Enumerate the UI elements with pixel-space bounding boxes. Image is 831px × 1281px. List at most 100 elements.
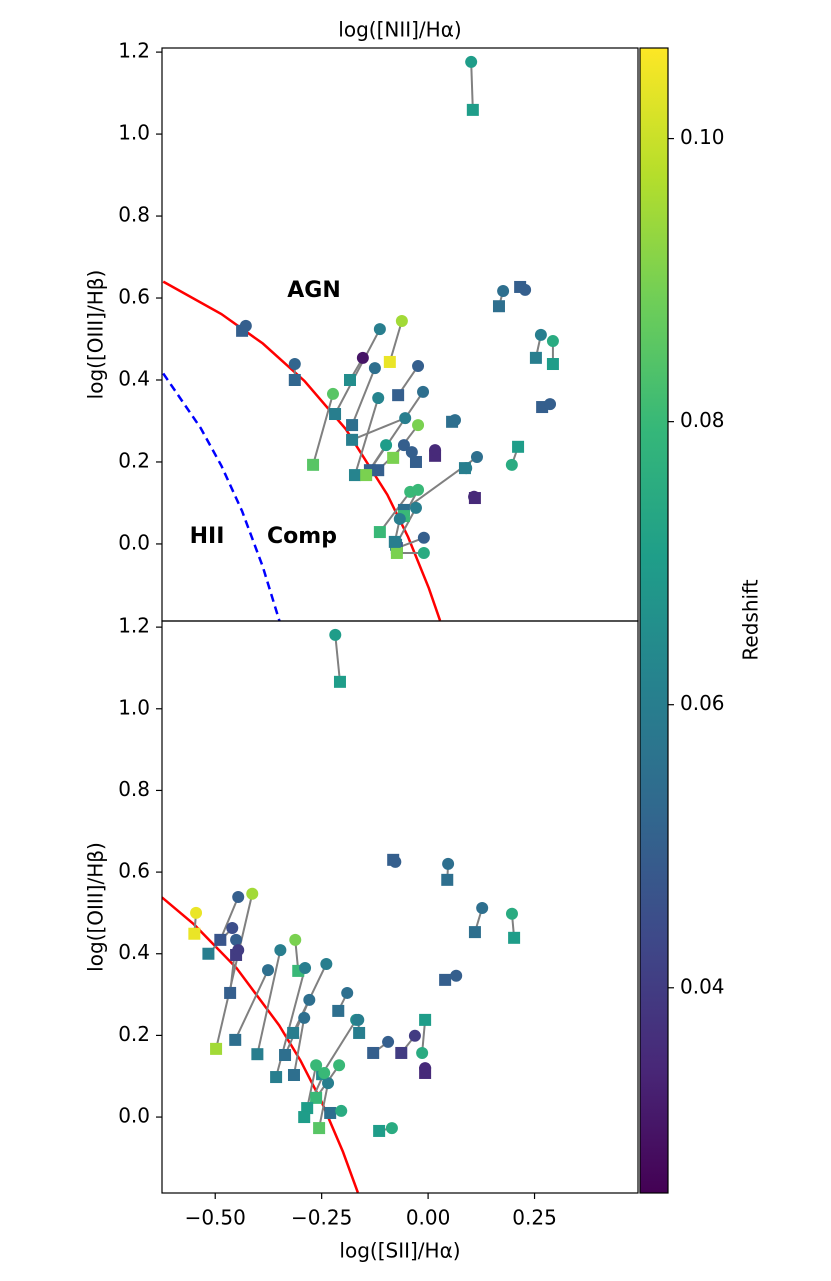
region-label: Comp	[267, 524, 337, 549]
circle-point	[299, 962, 312, 975]
circle-point	[412, 360, 425, 373]
square-point	[546, 358, 559, 371]
square-point	[529, 351, 542, 364]
square-point	[287, 1069, 300, 1082]
square-point	[348, 469, 361, 482]
square-point	[310, 1091, 323, 1104]
circle-point	[298, 1011, 311, 1024]
demarcation-line	[162, 280, 442, 621]
x-tick-label: 0.25	[512, 1206, 557, 1230]
square-point	[229, 1033, 242, 1046]
circle-point	[419, 1062, 432, 1075]
connector	[312, 393, 334, 466]
circle-point	[190, 906, 203, 919]
circle-point	[448, 414, 461, 427]
y-tick-label: 0.6	[118, 285, 150, 309]
square-point	[372, 464, 385, 477]
circle-point	[442, 857, 455, 870]
connector	[321, 1019, 357, 1075]
circle-point	[505, 458, 518, 471]
circle-point	[232, 944, 245, 957]
circle-point	[230, 933, 243, 946]
colorbar-tick-label: 0.04	[680, 974, 725, 998]
y-tick-label: 1.0	[118, 695, 150, 719]
circle-point	[239, 319, 252, 332]
square-point	[346, 419, 359, 432]
circle-point	[397, 439, 410, 452]
square-point	[288, 373, 301, 386]
circle-point	[460, 462, 473, 475]
circle-point	[519, 283, 532, 296]
square-point	[395, 1046, 408, 1059]
x-tick-label: 0.00	[406, 1206, 451, 1230]
y-tick-label: 1.0	[118, 121, 150, 145]
circle-point	[450, 969, 463, 982]
circle-point	[405, 446, 418, 459]
circle-point	[288, 358, 301, 371]
y-tick-label: 0.8	[118, 777, 150, 801]
circle-point	[395, 314, 408, 327]
square-point	[298, 1111, 311, 1124]
colorbar-tick-label: 0.08	[680, 408, 725, 432]
circle-point	[468, 490, 481, 503]
circle-point	[335, 1104, 348, 1117]
y-axis-label: log([OIII]/Hβ)	[84, 270, 108, 400]
square-point	[279, 1049, 292, 1062]
y-tick-label: 0.4	[118, 940, 150, 964]
square-point	[188, 927, 201, 940]
square-point	[409, 455, 422, 468]
connector	[234, 969, 269, 1041]
region-label: AGN	[287, 278, 341, 303]
square-point	[441, 873, 454, 886]
plot-frame	[161, 620, 639, 1194]
connector	[388, 320, 403, 363]
circle-point	[352, 1013, 365, 1026]
y-tick-label: 0.0	[118, 1104, 150, 1128]
square-point	[224, 986, 237, 999]
circle-point	[505, 907, 518, 920]
plot-area	[162, 628, 521, 1193]
y-axis-label: log([OIII]/Hβ)	[84, 842, 108, 972]
square-point	[508, 931, 521, 944]
square-point	[512, 440, 525, 453]
square-point	[210, 1042, 223, 1055]
square-point	[313, 1122, 326, 1135]
connector	[215, 893, 254, 1050]
circle-point	[333, 1059, 346, 1072]
circle-point	[326, 387, 339, 400]
square-point	[468, 926, 481, 939]
circle-point	[417, 531, 430, 544]
circle-point	[246, 887, 259, 900]
colorbar	[639, 47, 669, 1194]
connector	[351, 417, 406, 441]
circle-point	[408, 1029, 421, 1042]
x-tick-label: −0.50	[185, 1206, 246, 1230]
square-point	[343, 373, 356, 386]
square-point	[307, 458, 320, 471]
circle-point	[318, 1066, 331, 1079]
circle-point	[372, 392, 385, 405]
connector	[351, 367, 376, 426]
circle-point	[373, 323, 386, 336]
circle-point	[497, 285, 510, 298]
connector	[379, 491, 411, 533]
circle-point	[232, 890, 245, 903]
square-point	[390, 546, 403, 559]
circle-point	[409, 501, 422, 514]
circle-point	[476, 902, 489, 915]
circle-point	[380, 439, 393, 452]
y-tick-label: 1.2	[118, 39, 150, 63]
connector	[306, 1065, 318, 1109]
demarcation-line	[162, 372, 281, 621]
square-point	[346, 433, 359, 446]
circle-point	[274, 944, 287, 957]
circle-point	[412, 419, 425, 432]
connector	[318, 1082, 330, 1129]
square-point	[387, 451, 400, 464]
square-point	[360, 469, 373, 482]
plot-area	[162, 55, 559, 621]
square-point	[287, 1026, 300, 1039]
square-point	[492, 300, 505, 313]
circle-point	[546, 335, 559, 348]
